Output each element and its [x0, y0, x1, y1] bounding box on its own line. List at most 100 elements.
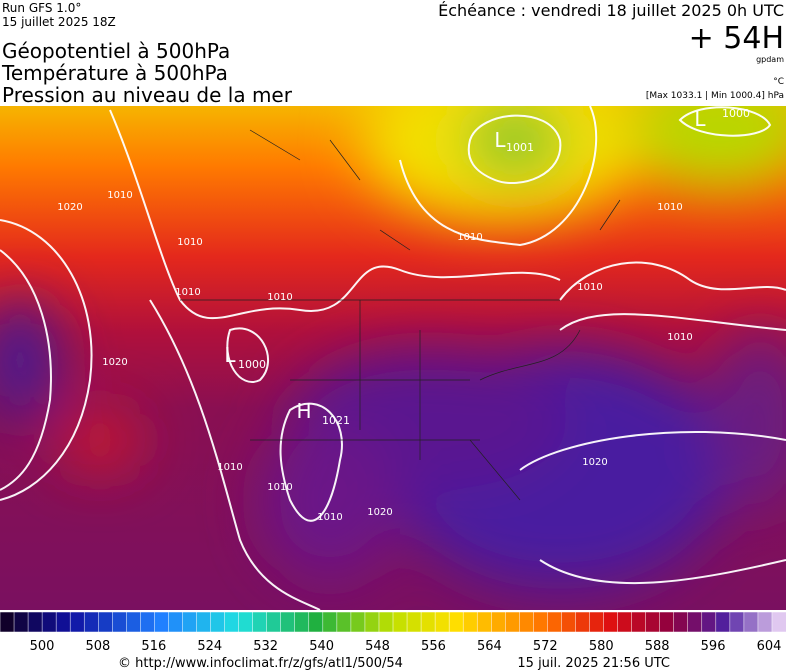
pressure-label: 1010	[107, 190, 132, 201]
color-swatch	[350, 611, 366, 633]
pressure-label: L	[224, 343, 236, 367]
color-swatch	[659, 611, 675, 633]
pressure-label: 1010	[657, 202, 682, 213]
pressure-label: 1010	[217, 462, 242, 473]
colorbar-tick-label: 564	[477, 639, 502, 654]
color-swatch	[196, 611, 212, 633]
unit-geo: gpdam	[756, 55, 784, 64]
color-swatch	[13, 611, 29, 633]
color-swatch	[547, 611, 563, 633]
color-swatch	[55, 611, 71, 633]
pressure-label: L	[494, 128, 506, 152]
color-swatch	[729, 611, 745, 633]
colorbar-tick-label: 540	[309, 639, 334, 654]
title: Pression au niveau de la mer	[2, 83, 293, 107]
color-swatch	[98, 611, 114, 633]
run-date: 15 juillet 2025 18Z	[2, 15, 116, 29]
color-swatch	[491, 611, 507, 633]
color-swatch	[126, 611, 142, 633]
color-swatch	[27, 611, 43, 633]
colorbar-tick-label: 532	[253, 639, 278, 654]
color-swatch	[617, 611, 633, 633]
color-swatch	[462, 611, 478, 633]
colorbar-tick-label: 588	[645, 639, 670, 654]
color-swatch	[645, 611, 661, 633]
color-swatch	[41, 611, 57, 633]
color-swatch	[238, 611, 254, 633]
color-swatch	[392, 611, 408, 633]
pressure-label: 1000	[238, 358, 266, 371]
color-swatch	[210, 611, 226, 633]
colorbar-tick-label: 548	[365, 639, 390, 654]
color-swatch	[771, 611, 786, 633]
color-swatch	[561, 611, 577, 633]
pressure-label: 1020	[582, 457, 607, 468]
colorbar-tick-label: 596	[701, 639, 726, 654]
unit-temp: °C	[773, 77, 784, 87]
echeance: Échéance : vendredi 18 juillet 2025 0h U…	[438, 1, 784, 20]
color-swatch	[182, 611, 198, 633]
colorbar-tick-label: 524	[197, 639, 222, 654]
title: Température à 500hPa	[1, 61, 228, 85]
color-swatch	[224, 611, 240, 633]
pressure-label: 1000	[722, 107, 750, 120]
pressure-label: 1010	[267, 292, 292, 303]
colorbar-tick-label: 572	[533, 639, 558, 654]
colorbar-tick-label: 500	[30, 639, 55, 654]
color-swatch	[69, 611, 85, 633]
color-swatch	[378, 611, 394, 633]
color-swatch	[266, 611, 282, 633]
pressure-label: 1020	[367, 507, 392, 518]
pressure-label: 1021	[322, 414, 350, 427]
color-swatch	[308, 611, 324, 633]
color-swatch	[701, 611, 717, 633]
pressure-label: 1010	[267, 482, 292, 493]
lead-time: + 54H	[689, 21, 784, 56]
color-swatch	[112, 611, 128, 633]
color-swatch	[434, 611, 450, 633]
title: Géopotentiel à 500hPa	[2, 39, 230, 63]
run-label: Run GFS 1.0°	[2, 1, 81, 15]
colorbar: 500 508 516 524 532 540 548 556 564 572 580 588 596 6…	[0, 611, 786, 654]
pressure-label: 1010	[667, 332, 692, 343]
color-swatch	[589, 611, 605, 633]
color-swatch	[743, 611, 759, 633]
pressure-label: 1001	[506, 141, 534, 154]
color-swatch	[603, 611, 619, 633]
color-swatch	[631, 611, 647, 633]
color-swatch	[519, 611, 535, 633]
pressure-label: 1010	[317, 512, 342, 523]
pressure-label: H	[296, 399, 311, 423]
color-swatch	[154, 611, 170, 633]
source: © http://www.infoclimat.fr/z/gfs/atl1/50…	[118, 656, 403, 671]
color-swatch	[280, 611, 296, 633]
color-swatch	[533, 611, 549, 633]
color-swatch	[252, 611, 268, 633]
pressure-label: 1020	[57, 202, 82, 213]
extremes: [Max 1033.1 | Min 1000.4] hPa	[646, 91, 784, 101]
color-swatch	[294, 611, 310, 633]
color-swatch	[140, 611, 156, 633]
colorbar-tick-label: 556	[421, 639, 446, 654]
colorbar-tick-label: 580	[589, 639, 614, 654]
color-swatch	[0, 611, 15, 633]
colorbar-tick-label: 516	[141, 639, 166, 654]
colorbar-tick-label: 508	[86, 639, 111, 654]
color-swatch	[673, 611, 689, 633]
pressure-label: 1010	[177, 237, 202, 248]
color-swatch	[406, 611, 422, 633]
generated: 15 juil. 2025 21:56 UTC	[517, 656, 670, 671]
pressure-label: 1010	[457, 232, 482, 243]
color-swatch	[505, 611, 521, 633]
color-swatch	[715, 611, 731, 633]
color-swatch	[168, 611, 184, 633]
color-swatch	[687, 611, 703, 633]
pressure-label: L	[694, 107, 706, 131]
color-swatch	[757, 611, 773, 633]
color-swatch	[336, 611, 352, 633]
color-swatch	[83, 611, 100, 633]
pressure-label: 1020	[102, 357, 127, 368]
pressure-label: 1010	[577, 282, 602, 293]
